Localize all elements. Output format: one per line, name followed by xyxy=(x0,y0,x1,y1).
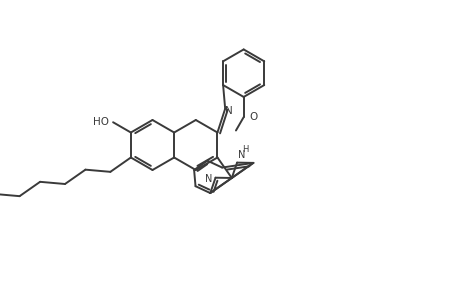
Text: H: H xyxy=(241,145,248,154)
Text: N: N xyxy=(225,106,233,116)
Text: O: O xyxy=(249,112,257,122)
Text: N: N xyxy=(205,174,213,184)
Text: N: N xyxy=(238,150,245,160)
Text: HO: HO xyxy=(92,117,108,127)
